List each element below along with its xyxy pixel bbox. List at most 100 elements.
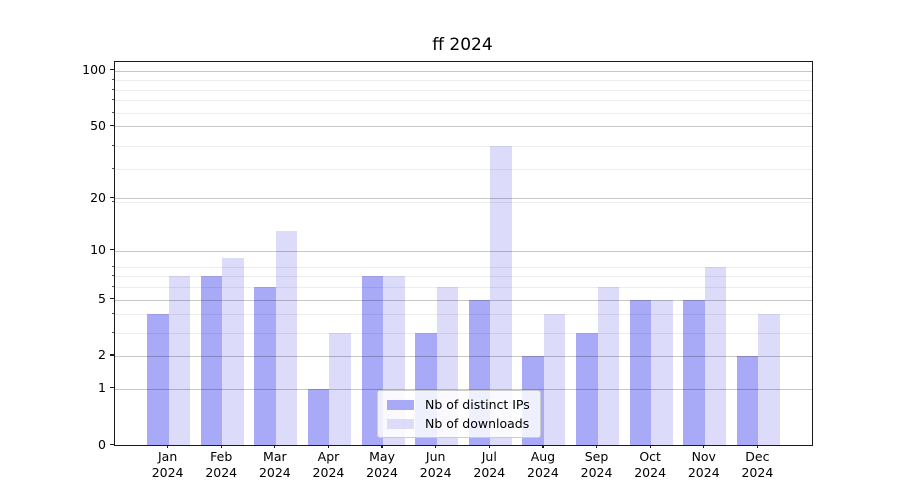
legend: Nb of distinct IPs Nb of downloads: [377, 390, 541, 438]
minor-gridline: [115, 202, 812, 204]
minor-gridline: [115, 332, 812, 334]
y-minor-tick: [111, 201, 114, 203]
bar-nov-distinct-ips: [683, 299, 705, 445]
y-tick: [110, 443, 114, 445]
bar-mar-distinct-ips: [254, 287, 276, 445]
y-minor-tick: [111, 111, 114, 113]
major-gridline: [115, 355, 812, 357]
x-tick-label-year: 2024: [687, 464, 720, 480]
bar-oct-downloads: [651, 299, 673, 445]
bar-sep-distinct-ips: [576, 332, 598, 445]
x-tick-label: Feb 2024: [189, 449, 253, 480]
bar-aug-downloads: [543, 314, 566, 445]
minor-gridline: [115, 276, 812, 278]
y-minor-tick: [111, 88, 114, 90]
y-tick: [110, 124, 114, 126]
bar-mar-downloads: [275, 230, 298, 445]
x-tick-label-year: 2024: [312, 464, 345, 480]
x-tick-label: Mar 2024: [243, 449, 307, 480]
y-minor-tick: [111, 168, 114, 170]
x-tick-label-year: 2024: [527, 464, 559, 480]
x-tick: [488, 444, 490, 448]
x-tick-label: Oct 2024: [618, 449, 682, 480]
legend-swatch-downloads: [387, 418, 414, 429]
minor-gridline: [115, 287, 812, 289]
y-minor-tick: [111, 313, 114, 315]
x-tick-label-year: 2024: [205, 464, 238, 480]
x-tick-label: Jun 2024: [404, 449, 468, 480]
minor-gridline: [115, 145, 812, 147]
y-tick-label: 20: [90, 189, 106, 205]
x-tick-label-month: Mar: [263, 449, 287, 464]
x-tick-label-month: Dec: [745, 449, 770, 464]
y-minor-tick: [111, 331, 114, 333]
x-tick-label-month: Jan: [157, 449, 178, 464]
y-minor-tick: [111, 79, 114, 81]
x-tick-label: Aug 2024: [511, 449, 575, 480]
x-tick: [220, 444, 222, 448]
bar-apr-downloads: [329, 332, 351, 445]
minor-gridline: [115, 169, 812, 171]
legend-item-distinct-ips: Nb of distinct IPs: [387, 397, 530, 412]
bar-sep-downloads: [597, 287, 619, 445]
x-tick: [381, 444, 383, 448]
y-minor-tick: [111, 286, 114, 288]
x-tick-label-year: 2024: [634, 464, 667, 480]
x-tick-label-year: 2024: [258, 464, 291, 480]
x-tick: [756, 444, 758, 448]
y-tick: [110, 354, 114, 356]
y-tick: [110, 196, 114, 198]
bar-jan-distinct-ips: [147, 314, 169, 445]
x-tick-label-month: Feb: [210, 449, 233, 464]
bar-apr-distinct-ips: [308, 388, 330, 445]
y-tick-label: 10: [90, 242, 106, 258]
legend-label-downloads: Nb of downloads: [425, 416, 530, 431]
y-tick-label: 5: [98, 291, 106, 307]
major-gridline: [115, 70, 812, 72]
bar-dec-distinct-ips: [736, 355, 759, 445]
major-gridline: [115, 250, 812, 252]
x-tick-label-month: Sep: [584, 449, 609, 464]
x-tick: [649, 444, 651, 448]
x-tick-label-year: 2024: [473, 464, 506, 480]
x-tick-label: Jul 2024: [457, 449, 521, 480]
x-tick-label: Dec 2024: [725, 449, 789, 480]
x-tick-label: Apr 2024: [296, 449, 360, 480]
x-tick-label-month: Apr: [317, 449, 340, 464]
x-tick-label: Sep 2024: [565, 449, 629, 480]
x-tick-label-year: 2024: [366, 464, 398, 480]
x-tick-label-month: Oct: [639, 449, 661, 464]
minor-gridline: [115, 266, 812, 268]
major-gridline: [115, 299, 812, 301]
y-tick: [110, 69, 114, 71]
bar-jan-downloads: [168, 276, 191, 445]
x-tick-label: Jan 2024: [136, 449, 200, 480]
x-tick: [274, 444, 276, 448]
bar-nov-downloads: [704, 266, 727, 445]
y-tick-label: 100: [82, 62, 106, 78]
x-tick-label-month: Nov: [691, 449, 716, 464]
x-tick-label-month: Jun: [425, 449, 446, 464]
x-tick: [703, 444, 705, 448]
y-minor-tick: [111, 99, 114, 101]
y-tick: [110, 298, 114, 300]
bar-dec-downloads: [758, 314, 780, 445]
x-tick: [327, 444, 330, 448]
legend-label-distinct-ips: Nb of distinct IPs: [425, 397, 530, 412]
x-tick: [595, 444, 598, 448]
legend-item-downloads: Nb of downloads: [387, 416, 530, 431]
plot-area: Nb of distinct IPs Nb of downloads: [114, 61, 813, 446]
bar-oct-distinct-ips: [629, 299, 652, 445]
minor-gridline: [115, 80, 812, 82]
minor-gridline: [115, 112, 812, 114]
legend-swatch-distinct-ips: [387, 399, 414, 410]
bar-jul-downloads: [490, 145, 512, 445]
x-tick-label: May 2024: [350, 449, 414, 480]
x-tick-label-month: May: [369, 449, 395, 464]
x-tick: [167, 444, 169, 448]
y-minor-tick: [111, 144, 114, 146]
x-tick-label-year: 2024: [741, 464, 774, 480]
minor-gridline: [115, 314, 812, 316]
bar-feb-downloads: [222, 258, 244, 445]
x-tick: [435, 444, 437, 448]
